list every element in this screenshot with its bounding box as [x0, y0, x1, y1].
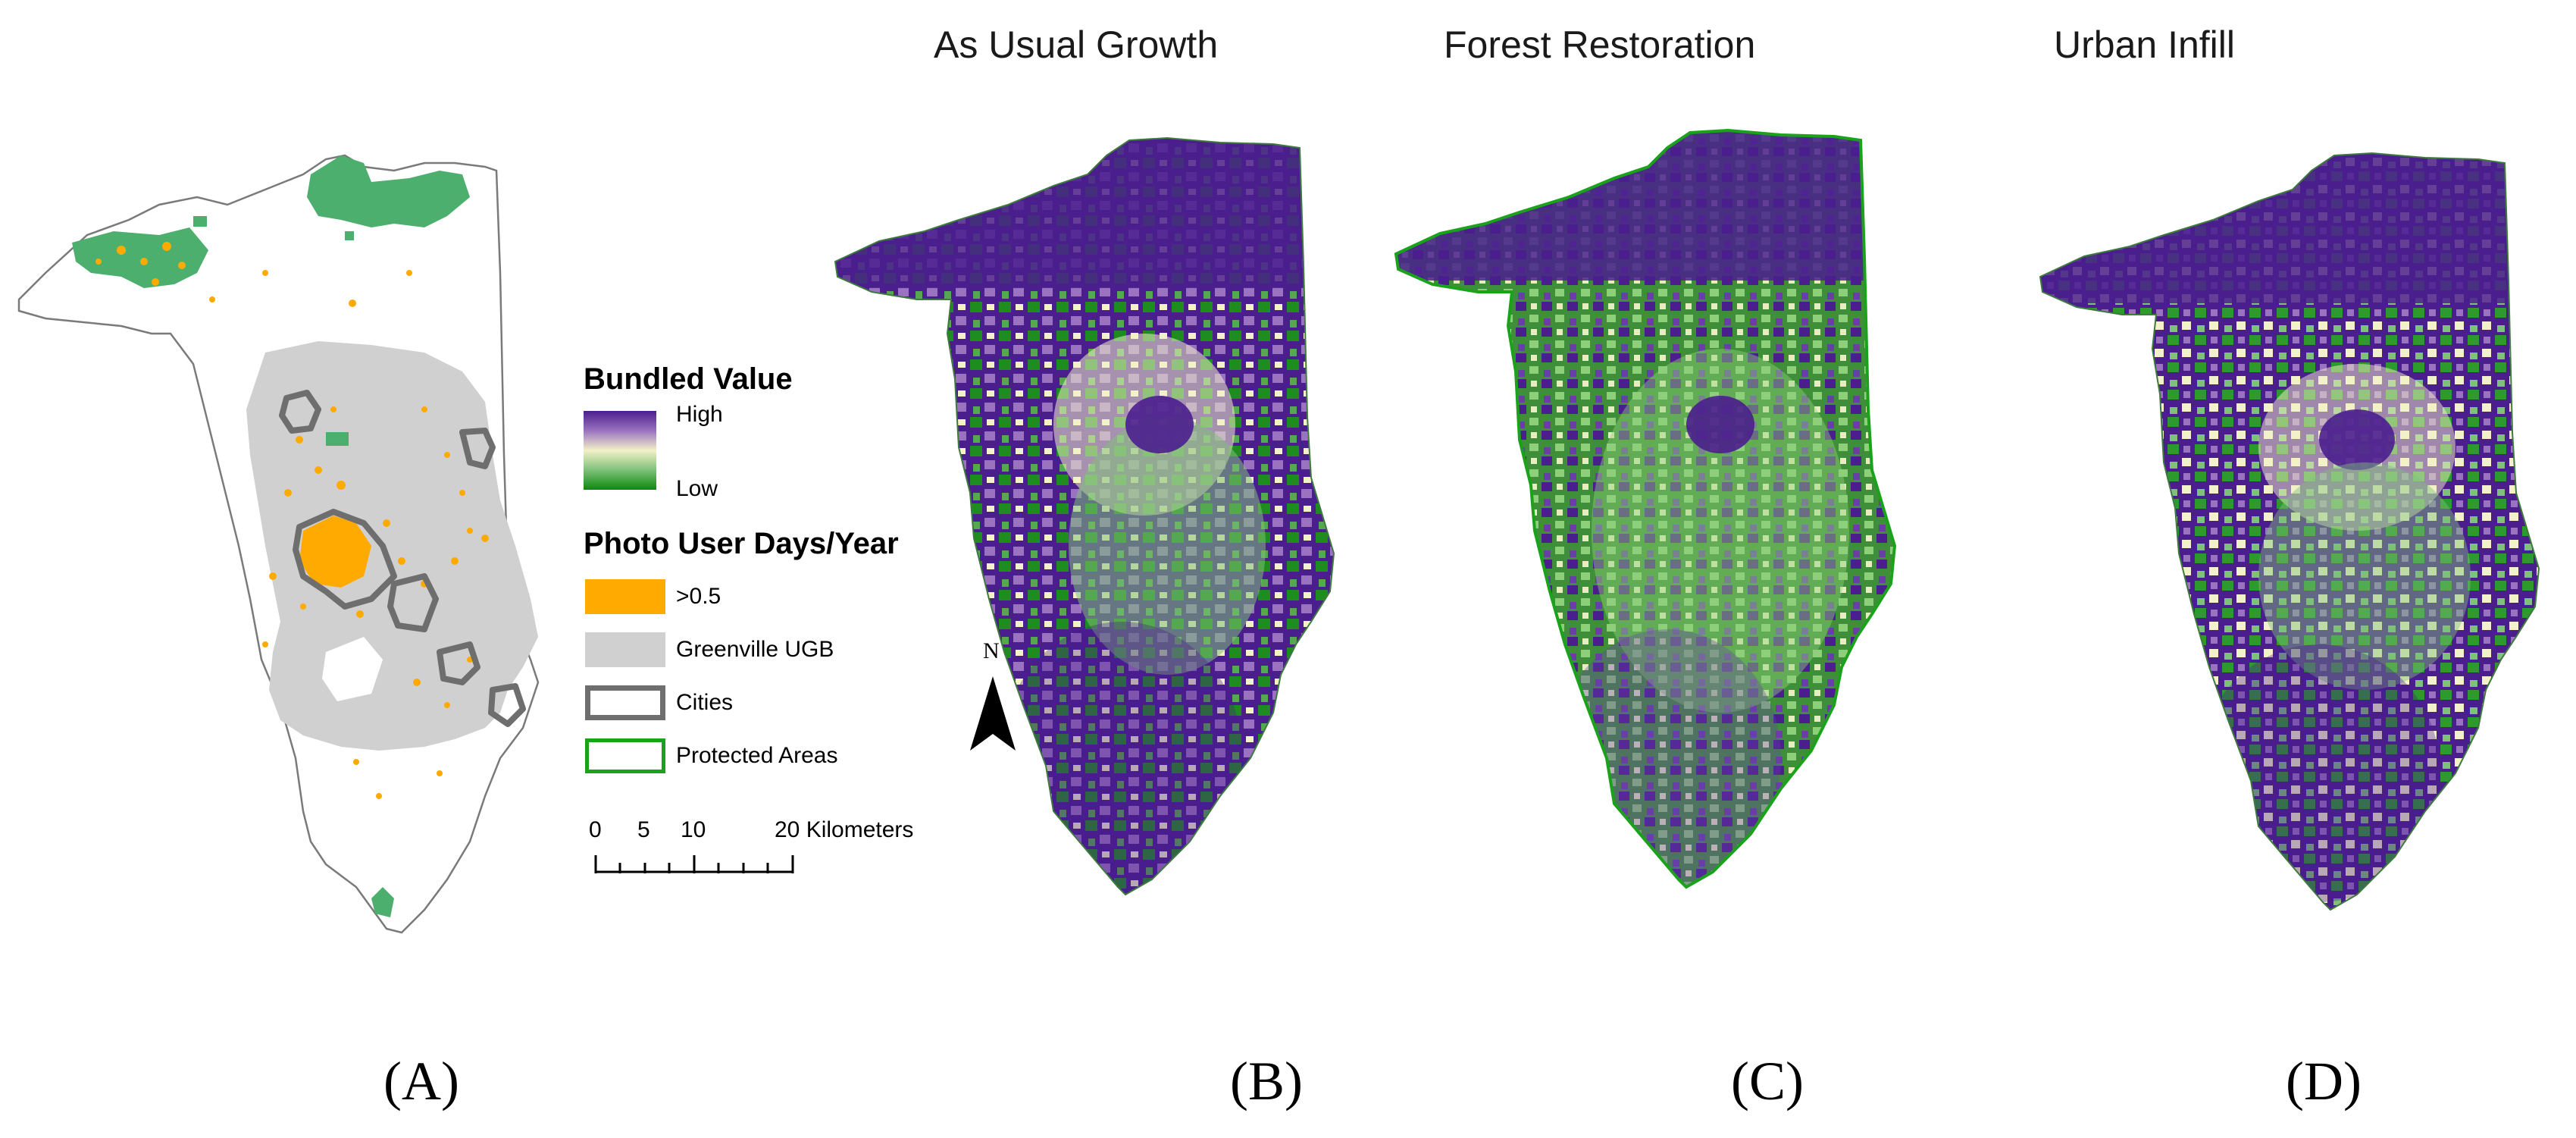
ugb-hole [322, 637, 383, 701]
legend-label-cities: Cities [676, 690, 734, 715]
protected-area-small-2 [345, 231, 354, 240]
title-d: Urban Infill [2054, 24, 2235, 66]
scalebar-tick-20: 20 Kilometers [775, 817, 914, 842]
bundled-gradient [584, 411, 656, 490]
legend-photo-title: Photo User Days/Year [584, 527, 899, 560]
legend-swatch-photo [585, 579, 665, 614]
north-arrow [970, 676, 1016, 751]
city-boundaries [279, 390, 526, 727]
legend-swatch-ugb [585, 632, 665, 667]
title-b: As Usual Growth [934, 24, 1219, 66]
panel-label-a: (A) [383, 1051, 459, 1111]
protected-area-small-1 [193, 216, 207, 227]
legend-label-photo: >0.5 [676, 584, 721, 609]
protected-area-west [72, 227, 208, 288]
scalebar-tick-5: 5 [637, 817, 650, 842]
map-b [834, 137, 1335, 895]
legend-label-ugb: Greenville UGB [676, 637, 834, 662]
map-d [2039, 152, 2540, 911]
panel-label-c: (C) [1731, 1051, 1804, 1111]
photo-points [95, 242, 489, 799]
legend-swatch-protected [585, 738, 665, 773]
panel-label-d: (D) [2286, 1051, 2362, 1111]
legend-label-protected: Protected Areas [676, 743, 838, 768]
scalebar-tick-0: 0 [589, 817, 602, 842]
panel-label-b: (B) [1230, 1051, 1303, 1111]
map-c [1394, 129, 1896, 889]
north-label: N [983, 638, 1000, 663]
scalebar-tick-10: 10 [681, 817, 706, 842]
protected-area-small-3 [326, 432, 349, 446]
legend-swatch-cities [585, 685, 665, 720]
legend-bundled-low: Low [676, 476, 718, 501]
map-a [17, 154, 540, 934]
scalebar-graphic [594, 855, 794, 873]
legend-bundled-title: Bundled Value [584, 362, 793, 396]
protected-area-south [371, 887, 394, 917]
legend-bundled-high: High [676, 402, 723, 427]
title-c: Forest Restoration [1444, 24, 1756, 66]
protected-area-north [307, 155, 470, 227]
